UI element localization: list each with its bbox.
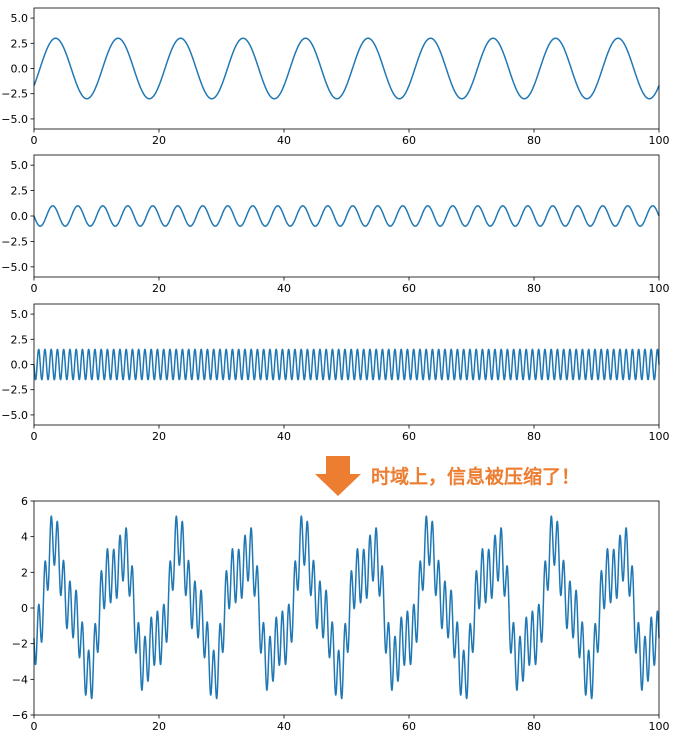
x-tick-label: 0 [31,282,38,295]
x-tick-label: 0 [31,430,38,443]
x-tick-label: 40 [277,134,291,147]
x-tick-label: 80 [527,134,541,147]
y-tick-label: 6 [21,495,28,508]
y-tick-label: 2.5 [11,185,29,198]
y-tick-label: 5.0 [11,12,29,25]
x-tick-label: 100 [649,720,670,733]
x-tick-label: 60 [402,134,416,147]
y-tick-label: −4 [12,673,28,686]
x-tick-label: 60 [402,720,416,733]
x-tick-label: 20 [152,134,166,147]
x-tick-label: 80 [527,282,541,295]
x-tick-label: 40 [277,282,291,295]
series-line [33,348,660,381]
chart-panel-2: 0 20 40 60 80 100 −5.0 −2.5 0.0 2.5 5.0 [1,154,670,295]
y-tick-label: −5.0 [1,261,28,274]
y-tick-label: −2.5 [1,88,28,101]
down-arrow-icon [315,456,361,496]
x-tick-label: 20 [152,430,166,443]
x-tick-label: 20 [152,720,166,733]
y-tick-label: 5.0 [11,308,29,321]
x-tick-label: 20 [152,282,166,295]
series-line [33,37,660,100]
series-line [33,205,660,227]
x-tick-label: 100 [649,134,670,147]
y-tick-label: −2.5 [1,235,28,248]
x-tick-label: 100 [649,282,670,295]
x-tick-label: 80 [527,720,541,733]
y-tick-label: 2.5 [11,37,29,50]
chart-panel-1: 0 20 40 60 80 100 −5.0 −2.5 0.0 2.5 5.0 [1,7,670,147]
y-tick-label: 2.5 [11,333,29,346]
y-tick-label: −5.0 [1,409,28,422]
y-tick-label: −2 [12,638,28,651]
y-tick-label: 2 [21,566,28,579]
x-tick-label: 0 [31,134,38,147]
y-tick-label: 0 [21,602,28,615]
x-tick-label: 100 [649,430,670,443]
x-tick-label: 80 [527,430,541,443]
x-tick-label: 0 [31,720,38,733]
chart-panel-4: 0 20 40 60 80 100 −6 −4 −2 0 2 4 6 [12,495,670,733]
y-tick-label: 5.0 [11,159,29,172]
axes-frame [33,7,660,130]
y-tick-label: −5.0 [1,113,28,126]
series-line [33,515,660,700]
y-tick-label: −6 [12,709,28,722]
annotation-text: 时域上，信息被压缩了！ [371,465,580,488]
charts: 0 20 40 60 80 100−5.0−2.50.02.55.00 20 40 60 80 10… [1,7,670,733]
chart-panel-3: 0 20 40 60 80 100 −5.0 −2.5 0.0 2.5 5.0 [1,303,670,443]
y-tick-label: −2.5 [1,384,28,397]
x-tick-label: 40 [277,430,291,443]
x-tick-label: 60 [402,282,416,295]
annotation: 时域上，信息被压缩了！ [315,456,580,496]
y-tick-label: 0.0 [11,359,29,372]
y-tick-label: 0.0 [11,210,29,223]
x-tick-label: 60 [402,430,416,443]
y-tick-label: 4 [21,531,28,544]
x-tick-label: 40 [277,720,291,733]
y-tick-label: 0.0 [11,63,29,76]
